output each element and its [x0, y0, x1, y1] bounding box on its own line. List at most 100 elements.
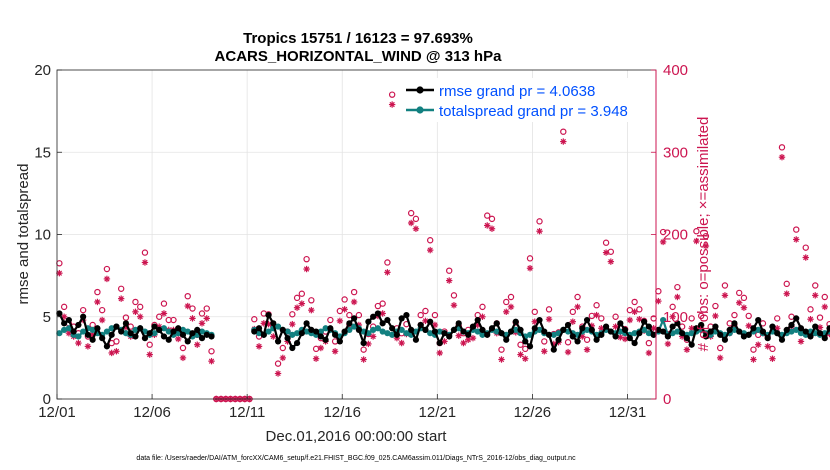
- obs-assimilated-point: [75, 339, 82, 347]
- rmse-point: [698, 321, 705, 329]
- spread-point: [289, 331, 296, 338]
- obs-possible-point: [184, 292, 191, 300]
- rmse-point: [279, 326, 286, 334]
- obs-assimilated-point: [270, 333, 277, 340]
- left-axis-label: rmse and totalspread: [15, 164, 32, 305]
- spread-point: [351, 323, 358, 330]
- rmse-point: [655, 326, 662, 334]
- rmse-point: [812, 323, 819, 330]
- obs-possible-point: [327, 316, 334, 324]
- rmse-point: [322, 336, 329, 343]
- spread-point: [198, 328, 206, 335]
- obs-possible-point: [484, 212, 491, 219]
- right-axis-label: # of obs: o=possible; ×=assimilated: [695, 117, 712, 352]
- rmse-point: [370, 313, 377, 320]
- obs-possible-point: [598, 315, 605, 322]
- obs-assimilated-point: [721, 292, 729, 299]
- obs-possible-point: [693, 228, 700, 235]
- rmse-point: [75, 321, 82, 329]
- obs-assimilated-point: [631, 308, 638, 316]
- obs-possible-point: [312, 345, 320, 353]
- rmse-point: [208, 333, 215, 340]
- obs-assimilated-point: [522, 355, 529, 362]
- spread-point: [56, 330, 63, 337]
- rmse-point: [522, 338, 529, 345]
- rmse-point: [303, 320, 310, 327]
- obs-possible-point: [750, 346, 757, 353]
- obs-assimilated-point: [84, 343, 92, 350]
- right-tick-label: 300: [663, 144, 688, 161]
- obs-possible-point: [545, 306, 553, 313]
- spread-point: [645, 330, 652, 337]
- obs-assimilated-point: [488, 225, 496, 232]
- obs-possible-point: [103, 265, 111, 273]
- obs-possible-point: [812, 282, 819, 289]
- rmse-point: [255, 325, 263, 332]
- obs-possible-point: [388, 91, 396, 98]
- rmse-point: [526, 343, 534, 350]
- spread-point: [160, 325, 168, 332]
- rmse-point: [498, 330, 505, 337]
- obs-assimilated-point: [446, 277, 453, 284]
- obs-possible-point: [583, 336, 591, 343]
- obs-possible-point: [793, 226, 800, 233]
- obs-assimilated-point: [179, 354, 187, 362]
- rmse-point: [683, 335, 691, 342]
- rmse-point: [431, 328, 439, 335]
- obs-possible-point: [712, 302, 719, 310]
- spread-point: [284, 328, 291, 335]
- obs-assimilated-point: [108, 349, 115, 357]
- rmse-point: [118, 328, 125, 335]
- spread-point: [797, 330, 805, 337]
- rmse-point: [156, 326, 163, 334]
- rmse-point: [284, 335, 291, 342]
- obs-possible-point: [507, 293, 515, 301]
- rmse-point: [731, 320, 738, 327]
- legend: rmse grand pr = 4.0638 totalspread grand…: [400, 78, 652, 122]
- rmse-point: [650, 331, 657, 338]
- obs-possible-point: [412, 215, 420, 223]
- rmse-point: [346, 320, 353, 327]
- rmse-point: [679, 330, 686, 337]
- obs-possible-point: [688, 315, 695, 322]
- rmse-point: [507, 328, 515, 335]
- rmse-point: [160, 333, 168, 340]
- spread-point: [536, 326, 543, 334]
- obs-assimilated-point: [436, 349, 443, 357]
- obs-possible-point: [522, 345, 529, 353]
- obs-assimilated-point: [369, 333, 377, 340]
- obs-assimilated-point: [274, 370, 282, 377]
- spread-point: [550, 331, 557, 338]
- rmse-point: [688, 341, 695, 348]
- spread-point: [184, 328, 191, 335]
- obs-possible-point: [122, 314, 130, 321]
- obs-possible-point: [479, 303, 486, 311]
- obs-assimilated-point: [526, 265, 534, 272]
- rmse-point: [745, 331, 752, 338]
- obs-assimilated-point: [793, 236, 800, 243]
- rmse-point: [312, 328, 320, 335]
- rmse-point: [802, 328, 809, 335]
- rmse-point: [503, 336, 510, 343]
- obs-possible-point: [346, 311, 353, 319]
- rmse-point: [398, 315, 405, 322]
- obs-assimilated-point: [669, 313, 676, 320]
- obs-assimilated-point: [479, 313, 486, 320]
- obs-possible-point: [374, 302, 382, 310]
- rmse-point: [641, 318, 648, 325]
- obs-possible-point: [541, 338, 548, 345]
- obs-possible-point: [298, 290, 306, 297]
- rmse-point: [669, 323, 676, 330]
- rmse-point: [422, 326, 429, 334]
- rmse-point: [583, 316, 591, 324]
- obs-possible-point: [136, 303, 144, 311]
- rmse-point: [293, 339, 301, 347]
- obs-possible-point: [721, 282, 729, 289]
- rmse-point: [308, 326, 315, 334]
- rmse-point: [393, 331, 401, 338]
- obs-possible-point: [602, 239, 610, 246]
- rmse-point: [602, 323, 610, 330]
- obs-assimilated-point: [626, 316, 634, 324]
- obs-possible-point: [503, 298, 510, 306]
- spread-point: [398, 326, 405, 334]
